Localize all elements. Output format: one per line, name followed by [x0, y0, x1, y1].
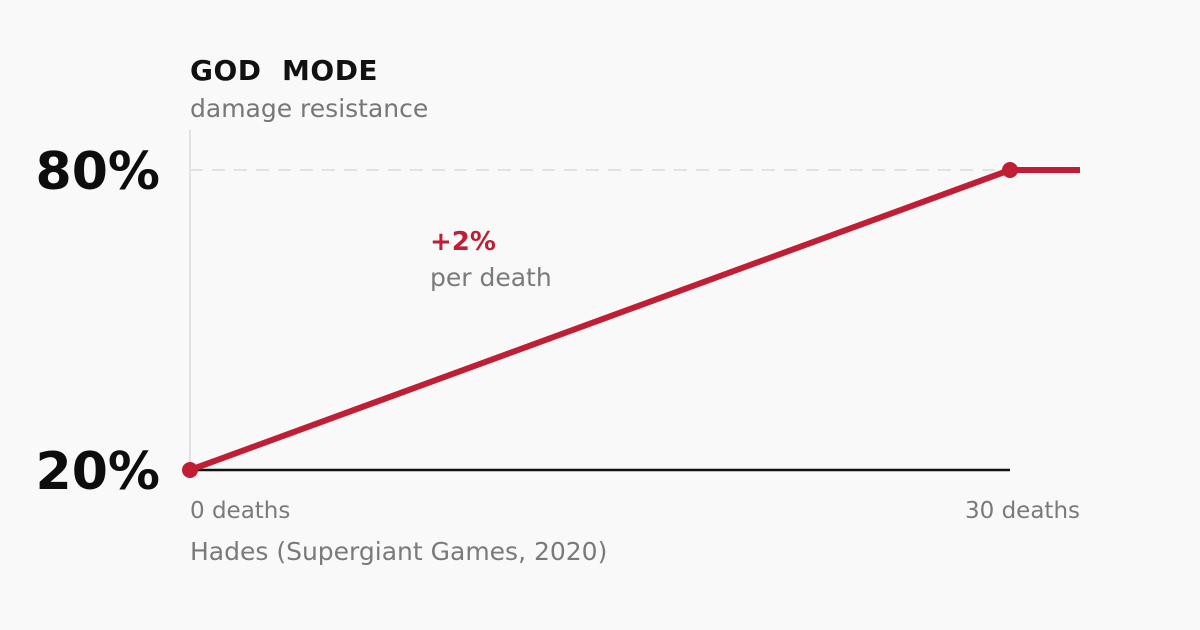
chart-title: GOD MODE — [190, 54, 378, 87]
y-tick-label-80: 80% — [36, 142, 160, 202]
chart-subtitle: damage resistance — [190, 94, 428, 123]
source-note: Hades (Supergiant Games, 2020) — [190, 537, 607, 566]
annotation-label: per death — [430, 263, 552, 292]
annotation-value: +2% — [430, 227, 496, 257]
data-point-start — [182, 462, 198, 478]
x-tick-label-0: 0 deaths — [190, 498, 290, 524]
data-point-end — [1002, 162, 1018, 178]
x-tick-label-30: 30 deaths — [965, 498, 1080, 524]
series-line — [188, 167, 1012, 473]
y-tick-label-20: 20% — [36, 442, 160, 502]
